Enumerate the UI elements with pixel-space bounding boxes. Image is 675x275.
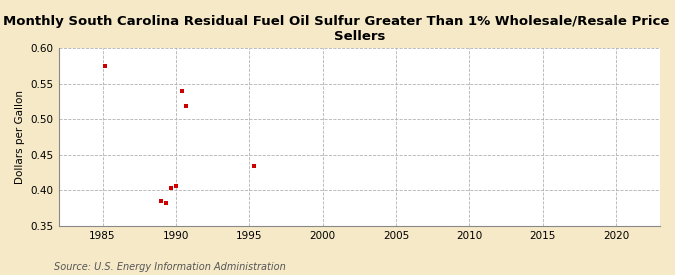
Point: [166, 186, 177, 191]
Text: Source: U.S. Energy Information Administration: Source: U.S. Energy Information Administ…: [54, 262, 286, 272]
Point: [181, 104, 192, 108]
Point: [156, 199, 167, 203]
Point: [248, 163, 259, 168]
Point: [160, 201, 171, 205]
Point: [100, 64, 111, 68]
Title: Monthly South Carolina Residual Fuel Oil Sulfur Greater Than 1% Wholesale/Resale: Monthly South Carolina Residual Fuel Oil…: [3, 15, 675, 43]
Point: [171, 184, 182, 188]
Y-axis label: Dollars per Gallon: Dollars per Gallon: [15, 90, 25, 184]
Point: [176, 89, 187, 93]
